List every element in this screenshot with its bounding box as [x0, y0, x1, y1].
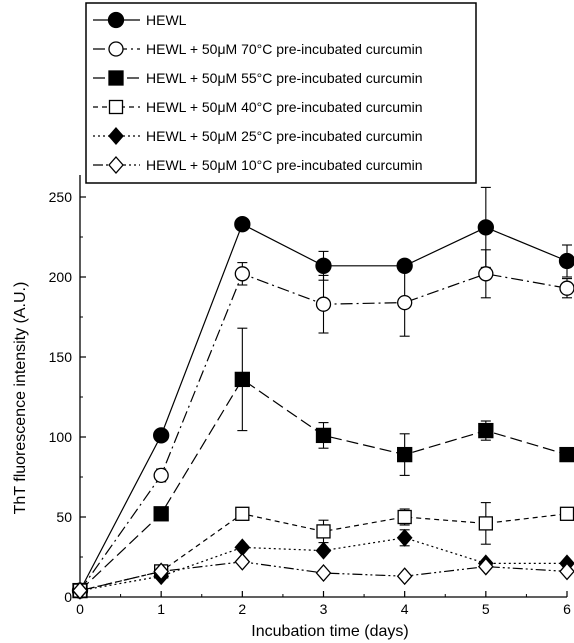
data-point	[396, 567, 413, 586]
data-point	[153, 467, 169, 484]
legend-marker	[108, 41, 124, 57]
y-axis-label: ThT fluorescence intensity (A.U.)	[12, 282, 29, 515]
x-tick-label: 6	[563, 601, 571, 617]
data-point	[559, 562, 574, 581]
y-tick-label: 0	[64, 589, 72, 605]
data-point	[478, 422, 494, 439]
data-point	[478, 266, 494, 282]
data-point	[234, 266, 250, 282]
data-point	[396, 528, 413, 547]
data-point	[316, 524, 331, 539]
legend-label: HEWL + 50μM 40°C pre-incubated curcumin	[146, 99, 423, 115]
data-point	[315, 427, 332, 444]
legend-label: HEWL + 50μM 55°C pre-incubated curcumin	[146, 70, 423, 86]
data-point	[234, 216, 251, 233]
x-tick-label: 4	[401, 601, 409, 617]
x-tick-label: 3	[320, 601, 328, 617]
axes: 0 1 2 3 4 5 6 0 50 100 150 200 250	[49, 175, 571, 617]
data-point	[559, 506, 574, 521]
data-point	[559, 280, 574, 296]
legend: HEWL HEWL + 50μM 70°C pre-incubated curcu…	[85, 2, 477, 184]
series-6	[72, 552, 574, 600]
legend-box	[85, 2, 477, 184]
x-axis-label: Incubation time (days)	[251, 623, 408, 640]
x-tick-label: 2	[238, 601, 246, 617]
legend-label: HEWL + 50μM 25°C pre-incubated curcumin	[146, 128, 423, 144]
y-tick-label: 100	[49, 429, 73, 445]
data-point	[153, 427, 170, 444]
data-point	[315, 296, 332, 312]
y-tick-label: 200	[49, 269, 73, 285]
data-point	[315, 564, 332, 582]
data-point	[558, 252, 574, 270]
data-point	[234, 371, 250, 388]
legend-marker	[108, 70, 124, 86]
data-point	[234, 552, 251, 571]
x-tick-label: 5	[482, 601, 490, 617]
legend-marker	[108, 127, 124, 145]
data-point	[559, 446, 574, 463]
data-point	[315, 541, 332, 560]
data-point	[235, 506, 250, 521]
data-point	[397, 294, 413, 311]
data-point	[397, 509, 412, 525]
x-tick-label: 0	[76, 601, 84, 617]
y-tick-label: 250	[49, 189, 73, 205]
legend-marker	[108, 156, 124, 174]
data-point	[477, 557, 494, 576]
data-point	[477, 219, 494, 236]
legend-label: HEWL + 50μM 10°C pre-incubated curcumin	[146, 157, 423, 173]
data-point	[153, 506, 169, 522]
data-point	[315, 257, 332, 274]
legend-label: HEWL	[146, 12, 187, 28]
data-point	[72, 581, 88, 600]
legend-marker	[107, 11, 125, 29]
data-point	[478, 516, 493, 531]
series-layer	[71, 186, 574, 600]
legend-label: HEWL + 50μM 70°C pre-incubated curcumin	[146, 41, 423, 57]
data-point	[397, 446, 413, 463]
data-point	[153, 562, 170, 581]
x-tick-label: 1	[157, 601, 165, 617]
legend-marker	[108, 99, 124, 115]
y-tick-label: 150	[49, 349, 73, 365]
y-tick-label: 50	[56, 509, 72, 525]
